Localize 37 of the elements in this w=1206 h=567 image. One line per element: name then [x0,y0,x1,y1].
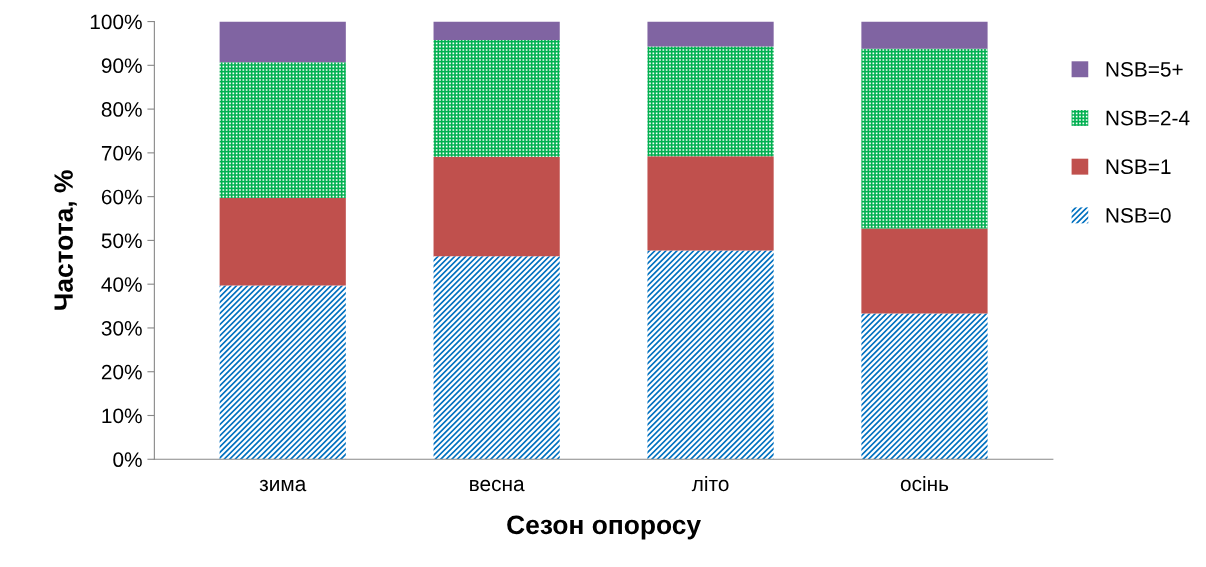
y-tick-label: 50% [101,233,142,249]
x-axis-title: Сезон опоросу [507,515,701,540]
y-tick-label: 70% [101,145,142,161]
legend-label: NSB=2-4 [1106,110,1190,126]
bar [861,313,988,460]
y-tick-label: 10% [102,408,142,424]
bar [647,21,774,47]
bar [861,228,988,314]
bar [647,46,774,157]
bar [433,39,560,157]
bar [861,21,988,49]
y-axis-title: Частота, % [54,170,77,310]
y-tick-label: 100% [90,14,142,30]
y-tick-label: 60% [101,189,142,205]
x-tick-label: літо [691,475,729,492]
bar [219,21,346,63]
x-tick-label: зима [259,479,307,492]
legend-label: NSB=1 [1106,159,1171,175]
bar [433,156,560,257]
y-tick-label: 40% [101,277,142,292]
y-tick-label: 80% [101,102,142,117]
legend-label: NSB=0 [1106,208,1171,223]
bar [433,256,560,460]
bar [647,250,774,460]
bar [861,48,988,229]
y-tick-label: 0% [113,452,142,468]
legend-label: NSB=5+ [1106,61,1183,77]
bar [647,156,774,251]
bar [219,197,346,286]
x-tick-label: осінь [900,475,949,492]
x-tick-label: весна [470,479,525,492]
y-tick-label: 90% [101,58,142,74]
bar [433,21,560,40]
y-tick-label: 30% [101,320,142,336]
bar [219,285,346,460]
y-tick-label: 20% [101,364,142,380]
bar [219,62,346,198]
